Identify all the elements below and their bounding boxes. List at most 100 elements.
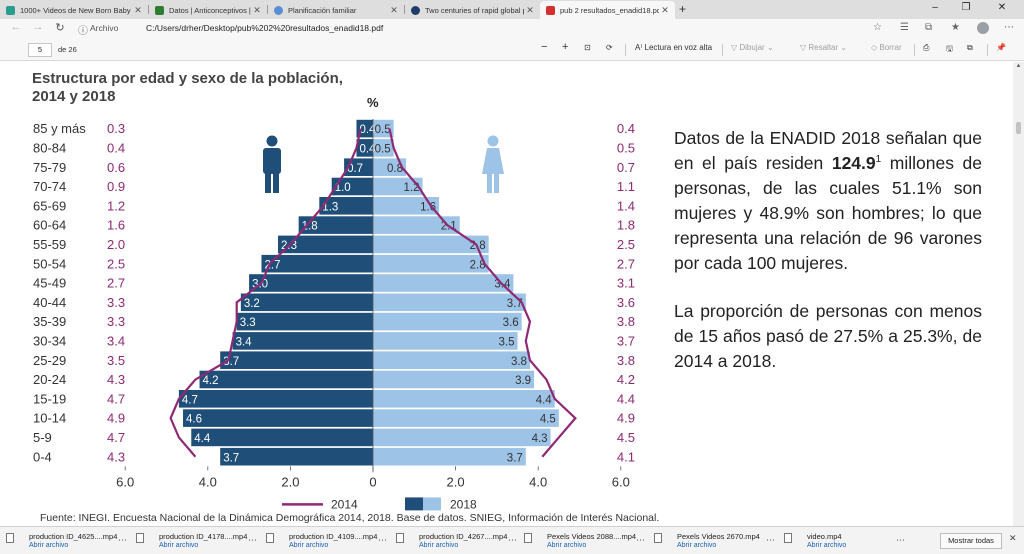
close-icon[interactable]: ✕ xyxy=(134,4,142,15)
female-2014-value: 4.2 xyxy=(617,372,635,387)
pdf-page: Estructura por edad y sexo de la poblaci… xyxy=(0,62,1013,526)
print-icon[interactable]: ⎙ xyxy=(923,43,930,52)
minimize-icon[interactable]: – xyxy=(932,2,938,13)
female-2014-value: 0.4 xyxy=(617,121,635,136)
avatar[interactable] xyxy=(977,22,989,34)
read-aloud-label: Lectura en voz alta xyxy=(644,43,713,52)
scroll-up-icon[interactable]: ▲ xyxy=(1015,63,1022,69)
zoom-out-icon[interactable]: − xyxy=(541,41,548,53)
close-icon[interactable]: ✕ xyxy=(661,4,669,15)
male-2014-value: 4.7 xyxy=(107,430,125,445)
address-bar: ← → ↻ ⓘ Archivo C:/Users/drher/Desktop/p… xyxy=(0,19,1024,39)
star-icon[interactable]: ☆ xyxy=(873,22,882,33)
read-aloud-button[interactable]: A⁾ Lectura en voz alta xyxy=(635,43,712,52)
tab-two-centuries[interactable]: Two centuries of rapid global po ✕ xyxy=(405,1,540,19)
male-2018-value: 3.7 xyxy=(223,356,239,368)
show-all-downloads-button[interactable]: Mostrar todas xyxy=(940,533,1002,549)
female-2014-value: 4.1 xyxy=(617,449,635,464)
female-2014-value: 2.5 xyxy=(617,237,635,252)
age-group-label: 10-14 xyxy=(33,411,66,426)
age-group-label: 75-79 xyxy=(33,160,66,175)
close-icon[interactable]: ✕ xyxy=(1009,533,1017,543)
more-options-icon[interactable]: ⋯ xyxy=(636,535,645,545)
rotate-icon[interactable]: ⟳ xyxy=(606,43,613,52)
male-2018-value: 4.4 xyxy=(194,433,211,445)
close-window-icon[interactable]: ✕ xyxy=(997,2,1007,13)
female-2014-value: 0.7 xyxy=(617,160,635,175)
more-options-icon[interactable]: ⋯ xyxy=(508,535,517,545)
tab-title: Planificación familiar xyxy=(288,5,357,15)
chart-title: Estructura por edad y sexo de la poblaci… xyxy=(32,70,343,105)
tab-anticonceptivos[interactable]: Datos | Anticonceptivos | Medic ✕ xyxy=(149,1,267,19)
tab-pdf-active[interactable]: pub 2 resultados_enadid18.pdf ✕ xyxy=(540,1,675,19)
open-file-link[interactable]: Abrir archivo xyxy=(807,542,847,549)
male-2018-value: 0.4 xyxy=(359,124,376,136)
back-icon[interactable]: ← xyxy=(10,21,22,33)
female-2014-value: 2.7 xyxy=(617,256,635,271)
download-item[interactable]: production ID_4625....mp4 Abrir archivo … xyxy=(2,530,127,552)
page-number-input[interactable]: 5 xyxy=(28,43,52,57)
download-item[interactable]: Pexels Videos 2670.mp4 Abrir archivo ⋯ xyxy=(650,530,775,552)
age-group-label: 85 y más xyxy=(33,121,86,136)
male-2018-bar xyxy=(232,332,373,350)
more-options-icon[interactable]: ⋯ xyxy=(118,535,127,545)
url-field[interactable]: C:/Users/drher/Desktop/pub%202%20resulta… xyxy=(146,23,384,33)
female-2018-bar xyxy=(373,312,522,331)
tab-title: Two centuries of rapid global po xyxy=(425,5,524,15)
close-icon[interactable]: ✕ xyxy=(253,4,261,15)
more-options-icon[interactable]: ⋯ xyxy=(766,535,775,545)
reload-icon[interactable]: ↻ xyxy=(55,22,65,34)
download-item[interactable]: production ID_4178....mp4 Abrir archivo … xyxy=(132,530,257,552)
reading-list-icon[interactable]: ☰ xyxy=(900,22,909,33)
zoom-in-icon[interactable]: + xyxy=(562,41,569,53)
tab-planificacion-familiar[interactable]: Planificación familiar ✕ xyxy=(268,1,404,19)
x-axis-tick-label: 2.0 xyxy=(447,474,465,489)
female-2018-value: 0.5 xyxy=(375,124,391,136)
more-options-icon[interactable]: ⋯ xyxy=(1004,22,1014,33)
legend-2018-label: 2018 xyxy=(450,497,477,511)
tab-new-born-baby[interactable]: 1000+ Videos de New Born Baby ✕ xyxy=(0,1,148,19)
more-options-icon[interactable]: ⋯ xyxy=(896,535,905,545)
close-icon[interactable]: ✕ xyxy=(390,4,398,15)
collections-icon[interactable]: ⧉ xyxy=(925,22,933,33)
scroll-thumb[interactable] xyxy=(1016,122,1021,134)
open-file-link[interactable]: Abrir archivo xyxy=(547,542,587,549)
download-item[interactable]: production ID_4109....mp4 Abrir archivo … xyxy=(262,530,387,552)
open-file-link[interactable]: Abrir archivo xyxy=(677,542,717,549)
age-group-label: 60-64 xyxy=(33,218,66,233)
source-note: Fuente: INEGI. Encuesta Nacional de la D… xyxy=(40,512,660,524)
close-icon[interactable]: ✕ xyxy=(526,4,534,15)
draw-icon: ▽ xyxy=(731,43,740,52)
fit-page-icon[interactable]: ⊡ xyxy=(584,43,591,52)
highlight-button[interactable]: ▽ Resaltar ⌄ xyxy=(800,43,847,52)
erase-button[interactable]: ◇ Borrar xyxy=(871,43,902,52)
age-group-label: 30-34 xyxy=(33,333,66,348)
favorites-icon[interactable]: ★ xyxy=(951,22,960,33)
open-file-link[interactable]: Abrir archivo xyxy=(159,542,199,549)
erase-label: Borrar xyxy=(879,43,902,52)
draw-button[interactable]: ▽ Dibujar ⌄ xyxy=(731,43,774,52)
pin-icon[interactable]: 📌 xyxy=(996,43,1006,52)
new-tab-button[interactable]: + xyxy=(679,2,687,16)
female-2018-bar xyxy=(373,197,440,215)
maximize-icon[interactable]: ❐ xyxy=(961,2,971,13)
more-options-icon[interactable]: ⋯ xyxy=(378,535,387,545)
open-file-link[interactable]: Abrir archivo xyxy=(29,542,69,549)
download-item[interactable]: Pexels Videos 2088....mp4 Abrir archivo … xyxy=(520,530,645,552)
female-2014-value: 3.6 xyxy=(617,295,635,310)
more-options-icon[interactable]: ⋯ xyxy=(248,535,257,545)
toolbar-divider xyxy=(625,44,626,56)
female-2018-value: 0.8 xyxy=(387,163,403,175)
info-icon[interactable]: ⓘ xyxy=(78,26,88,37)
save-as-icon[interactable]: ⧉ xyxy=(967,43,973,52)
forward-icon[interactable]: → xyxy=(32,21,44,33)
open-file-link[interactable]: Abrir archivo xyxy=(419,542,459,549)
male-2014-value: 4.3 xyxy=(107,372,125,387)
chevron-down-icon: ⌄ xyxy=(764,43,774,52)
male-2018-bar xyxy=(178,390,373,408)
download-item[interactable]: video.mp4 Abrir archivo ⋯ xyxy=(780,530,905,552)
scrollbar[interactable]: ▲ xyxy=(1013,62,1024,526)
save-icon[interactable]: 🖫 xyxy=(946,44,953,53)
download-item[interactable]: production ID_4267....mp4 Abrir archivo … xyxy=(392,530,517,552)
open-file-link[interactable]: Abrir archivo xyxy=(289,542,329,549)
